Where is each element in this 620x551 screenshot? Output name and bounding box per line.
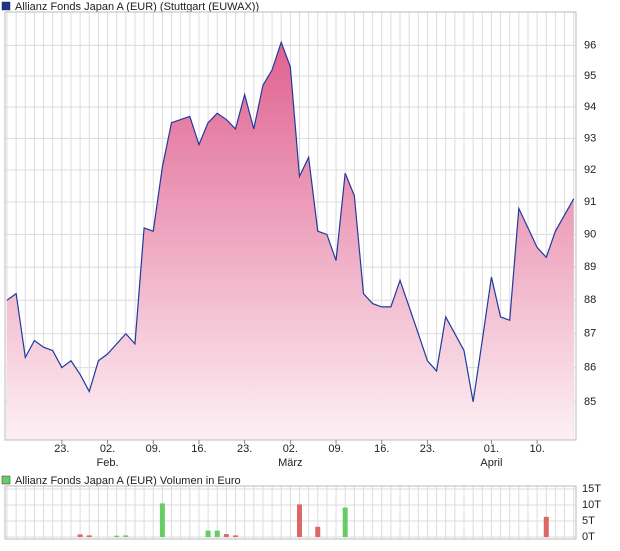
y-tick-label: 15T (582, 483, 601, 495)
month-label: April (480, 457, 502, 469)
legend-swatch (1, 1, 11, 11)
x-tick-label: 09. (146, 443, 161, 455)
price-line (6, 40, 575, 402)
plot-frame (4, 485, 577, 540)
y-tick-label: 87 (584, 328, 596, 340)
volume-bar (77, 534, 83, 537)
y-tick-label: 92 (584, 164, 596, 176)
volume-bar (543, 516, 549, 537)
y-tick-label: 85 (584, 396, 596, 408)
volume-bar (159, 503, 165, 537)
volume-bar (223, 534, 229, 537)
volume-bar (342, 507, 348, 537)
area (7, 42, 574, 440)
x-tick-label: 23. (237, 443, 252, 455)
y-tick-label: 96 (584, 39, 596, 51)
legend-label: Allianz Fonds Japan A (EUR) Volumen in E… (15, 475, 241, 487)
volume-bar (214, 530, 220, 537)
x-tick-label: 01. (484, 443, 499, 455)
y-tick-label: 5T (582, 515, 595, 527)
y-tick-label: 10T (582, 499, 601, 511)
x-tick-label: 23. (420, 443, 435, 455)
y-tick-label: 95 (584, 70, 596, 82)
legend-swatch (1, 475, 11, 485)
x-tick-label: 16. (374, 443, 389, 455)
volume-bar (86, 535, 92, 537)
y-tick-label: 91 (584, 196, 596, 208)
month-label: Feb. (97, 457, 119, 469)
y-tick-label: 88 (584, 294, 596, 306)
y-tick-label: 0T (582, 531, 595, 543)
y-tick-label: 93 (584, 132, 596, 144)
volume-bar (233, 535, 238, 537)
volume-bar (123, 535, 129, 537)
x-tick-label: 09. (328, 443, 343, 455)
x-tick-label: 10. (529, 443, 544, 455)
volume-bar (114, 535, 120, 537)
volume-bar (296, 504, 302, 537)
y-tick-label: 90 (584, 228, 596, 240)
x-tick-label: 16. (191, 443, 206, 455)
legend-label: Allianz Fonds Japan A (EUR) (Stuttgart (… (15, 1, 259, 13)
volume-bar (315, 526, 321, 537)
x-tick-label: 02. (283, 443, 298, 455)
y-tick-label: 94 (584, 101, 596, 113)
month-label: März (278, 457, 302, 469)
x-tick-label: 02. (100, 443, 115, 455)
y-tick-label: 86 (584, 361, 596, 373)
x-tick-label: 23. (54, 443, 69, 455)
y-tick-label: 89 (584, 261, 596, 273)
volume-bar (205, 530, 211, 537)
